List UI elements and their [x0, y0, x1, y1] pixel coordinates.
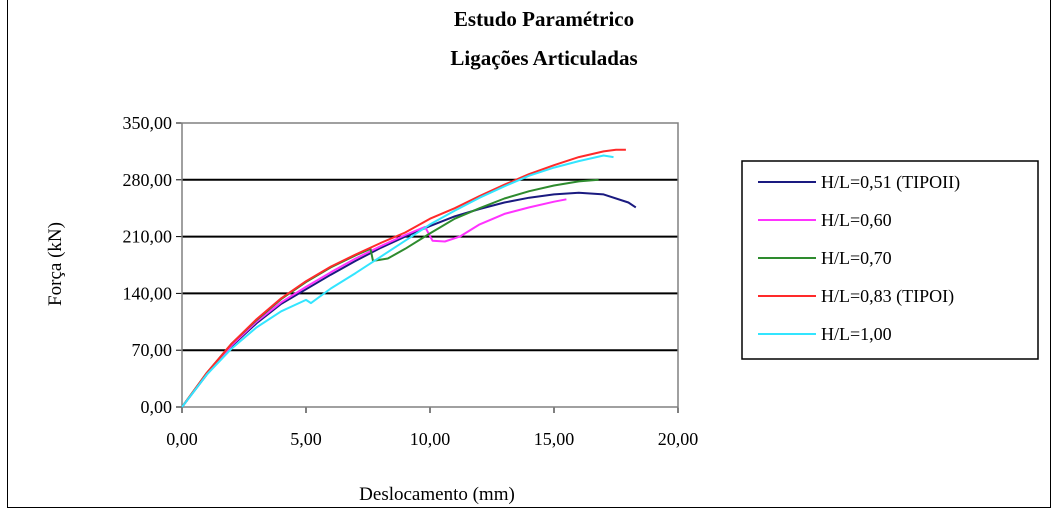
x-tick-label: 0,00 [166, 429, 198, 449]
series-line-2 [181, 198, 567, 408]
legend-label: H/L=0,51 (TIPOII) [821, 172, 960, 193]
y-tick-label: 280,00 [123, 170, 173, 190]
legend: H/L=0,51 (TIPOII) H/L=0,60 H/L=0,70 H/L=0,8… [741, 160, 1039, 360]
series-line-4 [181, 148, 626, 408]
y-tick-label: 0,00 [141, 397, 173, 417]
x-axis-label: Deslocamento (mm) [359, 484, 515, 505]
x-axis-ticks: 0,00 5,00 10,00 15,00 20,00 [166, 407, 698, 449]
y-axis-ticks: 0,00 70,00 140,00 210,00 280,00 350,00 [123, 113, 182, 417]
chart-frame: Estudo Paramétrico Ligações Articuladas … [7, 0, 1051, 508]
chart-subtitle: Ligações Articuladas [450, 46, 637, 70]
y-tick-label: 350,00 [123, 113, 173, 133]
series-lines [181, 148, 637, 408]
legend-label: H/L=1,00 [821, 324, 892, 344]
legend-label: H/L=0,70 [821, 248, 892, 268]
x-tick-label: 10,00 [410, 429, 451, 449]
chart-title: Estudo Paramétrico [454, 7, 634, 31]
line-chart: Estudo Paramétrico Ligações Articuladas … [45, 7, 1039, 505]
legend-label: H/L=0,60 [821, 210, 892, 230]
legend-box [741, 160, 1039, 360]
y-tick-label: 140,00 [123, 283, 173, 303]
y-tick-label: 70,00 [132, 340, 173, 360]
y-tick-label: 210,00 [123, 227, 173, 247]
x-tick-label: 15,00 [534, 429, 575, 449]
series-line-5 [181, 154, 614, 408]
plot-area-border [181, 122, 679, 408]
x-tick-label: 5,00 [290, 429, 322, 449]
y-axis-label: Força (kN) [45, 222, 66, 306]
series-line-1 [181, 191, 637, 408]
legend-label: H/L=0,83 (TIPOI) [821, 286, 954, 307]
x-tick-label: 20,00 [658, 429, 699, 449]
